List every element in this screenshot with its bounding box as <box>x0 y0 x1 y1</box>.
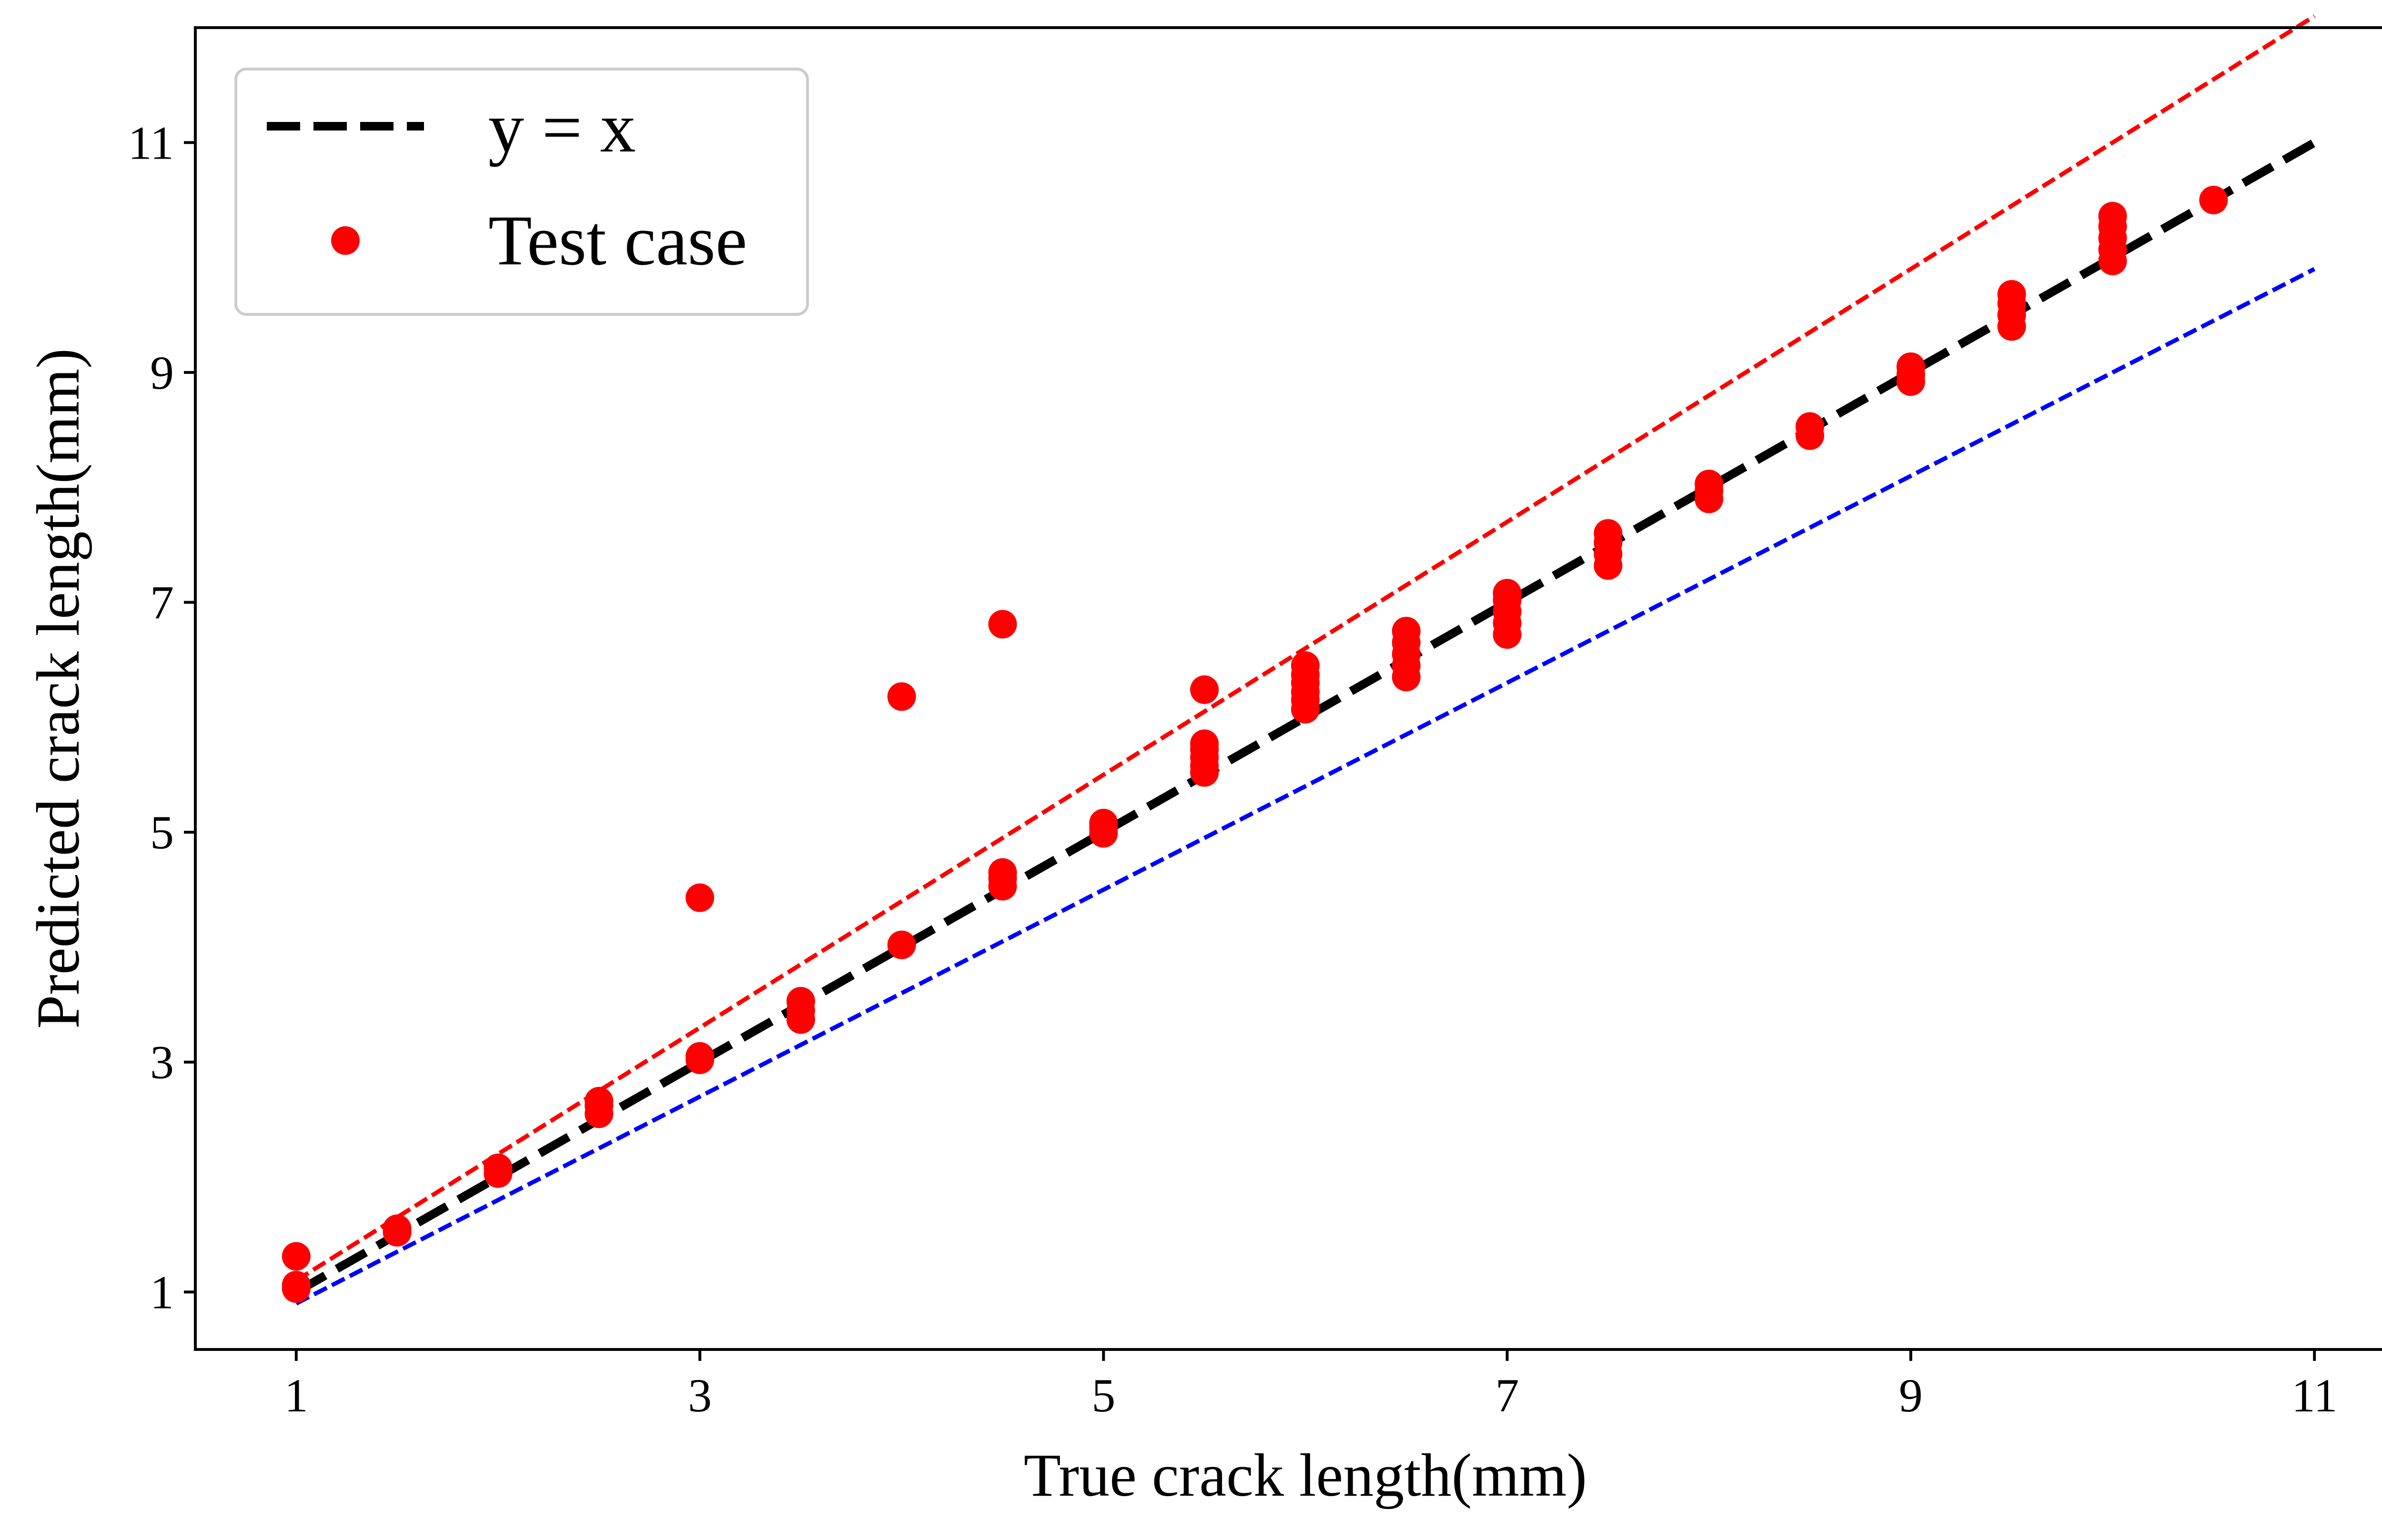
data-point <box>282 1242 311 1271</box>
x-tick-label: 3 <box>688 1369 712 1422</box>
data-point <box>1190 729 1219 758</box>
data-point <box>1695 469 1724 498</box>
data-point <box>686 883 715 912</box>
legend-label-y-equals-x: y = x <box>488 88 636 167</box>
x-tick-label: 7 <box>1495 1369 1519 1422</box>
y-axis-ticks: 1 3 5 7 9 11 <box>128 116 195 1319</box>
x-axis-ticks: 1 3 5 7 9 11 <box>284 1349 2337 1422</box>
reference-line-1 <box>295 14 2316 1283</box>
data-point <box>1997 280 2026 309</box>
legend-label-test-case: Test case <box>488 201 747 280</box>
legend: y = x Test case <box>234 68 809 316</box>
reference-line-0 <box>294 139 2317 1296</box>
data-point <box>2199 185 2228 214</box>
data-point <box>484 1153 513 1182</box>
data-point <box>988 858 1017 887</box>
y-tick-label: 3 <box>150 1036 174 1089</box>
y-tick-label: 1 <box>150 1266 174 1319</box>
data-point <box>1291 651 1320 680</box>
data-point <box>1392 616 1421 645</box>
x-tick-label: 9 <box>1899 1369 1923 1422</box>
data-point <box>887 682 916 711</box>
data-point <box>1089 808 1118 837</box>
plot-area-frame <box>194 26 2382 1351</box>
x-tick-label: 1 <box>284 1369 308 1422</box>
y-tick-label: 5 <box>150 806 174 859</box>
data-point <box>786 986 815 1016</box>
data-point <box>383 1214 412 1243</box>
data-points <box>282 185 2228 1303</box>
legend-marker-sample <box>331 226 360 255</box>
y-tick-label: 9 <box>150 346 174 399</box>
reference-lines <box>294 14 2317 1306</box>
data-point <box>282 1270 311 1299</box>
data-point <box>988 610 1017 639</box>
data-point <box>1594 519 1623 548</box>
x-tick-label: 5 <box>1091 1369 1115 1422</box>
y-tick-label: 7 <box>150 576 174 629</box>
data-point <box>2098 201 2127 231</box>
data-point <box>585 1087 614 1116</box>
data-point <box>1493 579 1522 608</box>
data-point <box>686 1042 715 1071</box>
data-point <box>1190 675 1219 704</box>
y-axis-label: Predicted crack length(mm) <box>24 348 92 1029</box>
data-point <box>1896 352 1925 381</box>
y-tick-label: 11 <box>128 116 174 169</box>
x-axis-label: True crack length(mm) <box>1024 1441 1587 1509</box>
data-point <box>887 930 916 959</box>
data-point <box>1796 412 1825 441</box>
x-tick-label: 11 <box>2291 1369 2337 1422</box>
reference-line-2 <box>295 267 2316 1306</box>
